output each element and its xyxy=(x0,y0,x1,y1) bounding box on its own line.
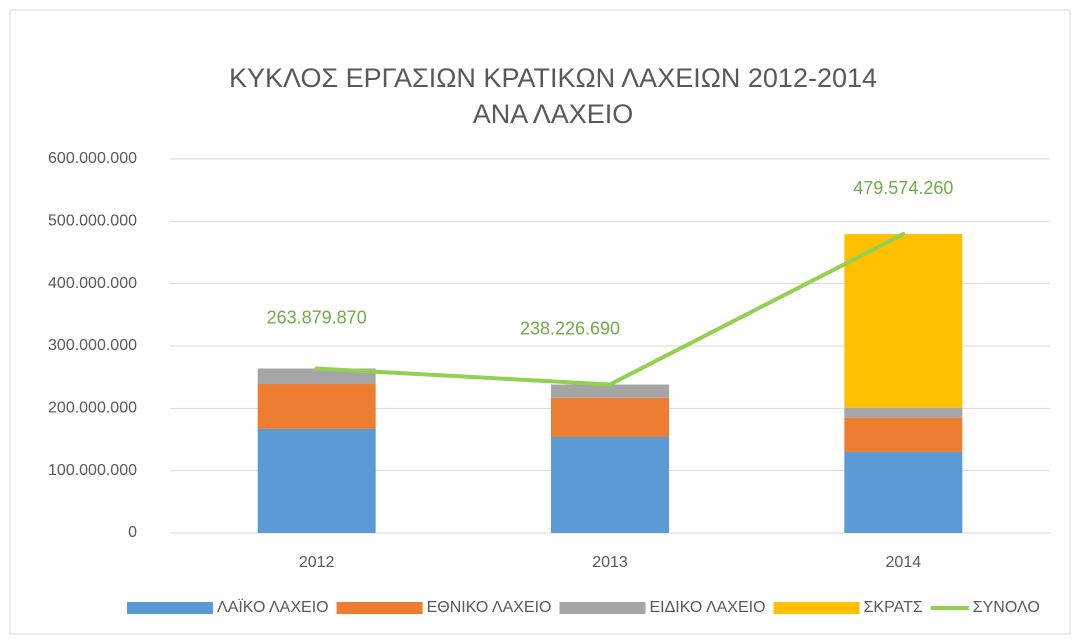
y-tick-label: 0 xyxy=(128,524,137,541)
legend-label: ΛΑΪΚΟ ΛΑΧΕΙΟ xyxy=(217,598,329,616)
x-tick-label: 2013 xyxy=(592,554,628,571)
bar xyxy=(257,368,376,385)
legend-label: ΣΚΡΑΤΣ xyxy=(864,599,923,616)
data-label: 479.574.260 xyxy=(853,178,953,198)
y-tick-label: 500.000.000 xyxy=(48,213,137,230)
legend-label: ΕΙΔΙΚΟ ΛΑΧΕΙΟ xyxy=(650,599,766,616)
bar xyxy=(551,384,669,398)
data-label: 263.879.870 xyxy=(267,307,367,327)
bar xyxy=(844,451,963,533)
legend-swatch xyxy=(559,602,646,614)
legend-swatch xyxy=(127,602,213,614)
y-tick-label: 600.000.000 xyxy=(48,150,137,167)
bar xyxy=(844,407,963,418)
y-tick-label: 400.000.000 xyxy=(48,275,137,292)
data-label: 238.226.690 xyxy=(520,318,620,338)
legend-label: ΕΘΝΙΚΟ ΛΑΧΕΙΟ xyxy=(427,599,552,616)
legend-label: ΣΥΝΟΛΟ xyxy=(973,599,1040,616)
chart-title: ΑΝΑ ΛΑΧΕΙΟ xyxy=(473,99,634,129)
bar xyxy=(257,384,376,429)
total-line xyxy=(314,232,906,387)
bar xyxy=(551,397,669,438)
bar xyxy=(844,234,963,408)
legend-swatch xyxy=(773,602,860,614)
y-tick-label: 300.000.000 xyxy=(48,337,137,354)
y-tick-label: 200.000.000 xyxy=(48,400,137,417)
bar xyxy=(844,417,963,452)
legend-swatch xyxy=(336,602,423,614)
chart-title: ΚΥΚΛΟΣ ΕΡΓΑΣΙΩΝ ΚΡΑΤΙΚΩΝ ΛΑΧΕΙΩΝ 2012-20… xyxy=(229,63,877,93)
x-tick-label: 2014 xyxy=(886,554,922,571)
bar xyxy=(257,428,376,533)
bar xyxy=(551,437,669,533)
y-tick-label: 100.000.000 xyxy=(48,462,137,479)
x-tick-label: 2012 xyxy=(299,554,335,571)
